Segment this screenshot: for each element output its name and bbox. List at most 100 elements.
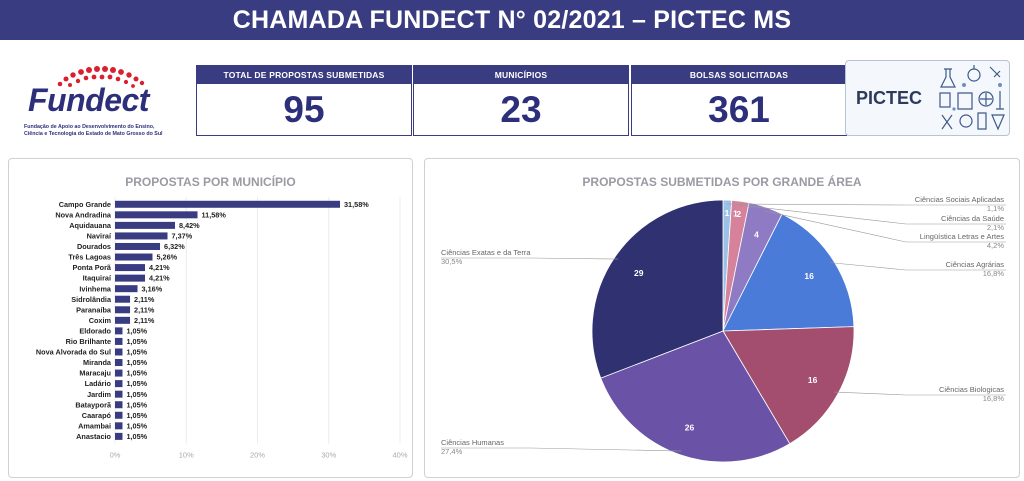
- bar: [115, 253, 153, 261]
- bar: [115, 242, 161, 250]
- bar-value-label: 31,58%: [344, 200, 369, 209]
- bar: [115, 359, 123, 367]
- bar: [115, 285, 138, 293]
- slice-name: Ciências Exatas e da Terra: [441, 248, 531, 257]
- kpi-total-propostas: TOTAL DE PROPOSTAS SUBMETIDAS 95: [196, 65, 412, 136]
- kpi-value: 23: [500, 88, 542, 130]
- bar: [115, 221, 175, 229]
- bar-value-label: 11,58%: [202, 210, 227, 219]
- category-label: Ladário: [85, 379, 112, 388]
- bar-value-label: 1,05%: [126, 421, 147, 430]
- category-label: Eldorado: [79, 326, 111, 335]
- leader-line: [727, 203, 1006, 206]
- pie-slice: [591, 199, 724, 379]
- category-label: Nova Alvorada do Sul: [36, 348, 111, 357]
- bar-value-label: 1,05%: [126, 379, 147, 388]
- bar-value-label: 2,11%: [134, 316, 155, 325]
- category-label: Três Lagoas: [68, 253, 111, 262]
- leader-line: [441, 447, 682, 452]
- slice-value-label: 4: [754, 229, 759, 239]
- bar: [115, 211, 198, 219]
- category-label: Caarapó: [82, 411, 112, 420]
- category-label: Aquidauana: [69, 221, 112, 230]
- pie-slice: [722, 213, 855, 332]
- slice-name: Lingüística Letras e Artes: [919, 232, 1004, 241]
- pie-slice-label: Ciências Humanas 27,4%: [441, 438, 504, 456]
- category-label: Itaquiraí: [83, 274, 112, 283]
- slice-percent: 27,4%: [441, 446, 463, 456]
- pie-slice-label: Ciências Exatas e da Terra 30,5%: [441, 248, 531, 266]
- category-label: Ponta Porã: [72, 263, 111, 272]
- bar: [115, 264, 145, 272]
- bar-value-label: 4,21%: [149, 274, 170, 283]
- fundect-dots-icon: [57, 66, 145, 88]
- category-label: Batayporã: [75, 400, 112, 409]
- bar: [115, 200, 341, 208]
- bar: [115, 232, 168, 240]
- kpi-label: TOTAL DE PROPOSTAS SUBMETIDAS: [197, 66, 411, 84]
- bar-chart-title: PROPOSTAS POR MUNICÍPIO: [125, 175, 296, 189]
- slice-name: Ciências Humanas: [441, 438, 504, 447]
- category-label: Rio Brilhante: [66, 337, 111, 346]
- slice-percent: 16,8%: [982, 393, 1004, 403]
- slice-percent: 1,1%: [986, 203, 1004, 213]
- pie-slice-label: Ciências Sociais Aplicadas 1,1%: [915, 195, 1004, 213]
- category-label: Ivinhema: [79, 284, 112, 293]
- slice-value-label: 16: [808, 375, 818, 385]
- pie-slice-label: Ciências Agrárias 16,8%: [946, 260, 1004, 278]
- category-label: Naviraí: [87, 232, 112, 241]
- leader-line: [441, 257, 619, 260]
- slice-value-label: 26: [685, 423, 695, 433]
- bar-value-label: 1,05%: [126, 358, 147, 367]
- slice-value-label: 1: [733, 208, 738, 218]
- kpi-value: 95: [283, 88, 325, 130]
- pie-slice-label: Lingüística Letras e Artes 4,2%: [919, 232, 1004, 250]
- bar: [115, 316, 131, 324]
- pie-slice-label: Ciências Biologicas 16,8%: [939, 385, 1004, 403]
- slice-name: Ciências da Saúde: [941, 214, 1004, 223]
- category-label: Maracaju: [79, 369, 111, 378]
- title-bar: CHAMADA FUNDECT N° 02/2021 – PICTEC MS: [0, 0, 1024, 40]
- bar-value-label: 1,05%: [126, 400, 147, 409]
- bar-value-label: 2,11%: [134, 295, 155, 304]
- bar-value-label: 1,05%: [126, 432, 147, 441]
- slice-percent: 30,5%: [441, 256, 463, 266]
- leader-line: [764, 210, 1006, 243]
- pie-slice-label: Ciências da Saúde 2,1%: [941, 214, 1004, 232]
- bar-value-label: 1,05%: [126, 348, 147, 357]
- kpi-value: 361: [708, 88, 770, 130]
- slice-value-label: 16: [804, 271, 814, 281]
- category-label: Coxim: [89, 316, 112, 325]
- x-tick-label: 10%: [179, 451, 194, 460]
- kpi-label: BOLSAS SOLICITADAS: [632, 66, 846, 84]
- bar: [115, 432, 123, 440]
- pie-slice: [722, 326, 855, 445]
- bar: [115, 295, 131, 303]
- bar: [115, 401, 123, 409]
- slice-percent: 16,8%: [982, 268, 1004, 278]
- leader-line: [739, 204, 1006, 225]
- bar-value-label: 1,05%: [126, 337, 147, 346]
- x-tick-label: 20%: [250, 451, 265, 460]
- bar-value-label: 1,05%: [126, 390, 147, 399]
- bar-value-label: 3,16%: [142, 284, 163, 293]
- category-label: Jardim: [87, 390, 111, 399]
- kpi-municipios: MUNICÍPIOS 23: [413, 65, 629, 136]
- science-icons-icon: [939, 65, 1005, 131]
- slice-value-label: 2: [736, 209, 741, 219]
- slice-percent: 2,1%: [986, 222, 1004, 232]
- fundect-logo: Fundect Fundação de Apoio ao Desenvolvim…: [24, 60, 174, 140]
- slice-value-label: 29: [634, 268, 644, 278]
- bar: [115, 337, 123, 345]
- category-label: Miranda: [83, 358, 112, 367]
- kpi-bolsas-solicitadas: BOLSAS SOLICITADAS 361: [631, 65, 847, 136]
- pictec-logo: PICTEC: [845, 60, 1010, 136]
- bar-value-label: 1,05%: [126, 369, 147, 378]
- category-label: Amambai: [78, 421, 111, 430]
- kpi-label: MUNICÍPIOS: [414, 66, 628, 84]
- fundect-subtitle: Fundação de Apoio ao Desenvolvimento do …: [24, 124, 163, 137]
- category-label: Paranaíba: [76, 305, 112, 314]
- category-label: Anastacio: [76, 432, 111, 441]
- bar-value-label: 1,05%: [126, 411, 147, 420]
